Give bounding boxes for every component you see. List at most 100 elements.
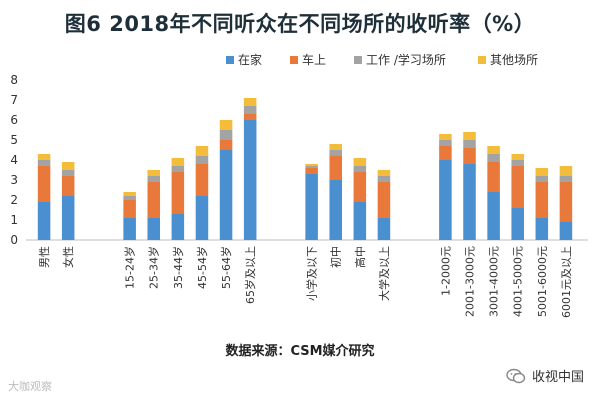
bar-segment <box>329 150 342 156</box>
x-tick-label: 2001-3000元 <box>464 246 477 317</box>
bar-segment <box>511 166 524 208</box>
bar-segment <box>171 214 185 240</box>
legend-label: 在家 <box>238 52 262 67</box>
bar-segment <box>377 176 391 182</box>
bar-segment <box>535 182 549 218</box>
bar-segment <box>219 120 233 130</box>
source-note: 数据来源：CSM媒介研究 <box>225 344 375 359</box>
legend-label: 车上 <box>302 52 326 67</box>
watermark-left-text: 大咖观察 <box>8 380 52 393</box>
bar-segment <box>123 192 136 196</box>
legend-label: 工作 /学习场所 <box>366 52 446 67</box>
bar-segment <box>487 146 500 154</box>
x-tick-label: 4001-5000元 <box>512 246 525 317</box>
x-tick-label: 大学及以上 <box>377 246 391 301</box>
bar-segment <box>305 168 318 174</box>
bar-segment <box>37 154 51 160</box>
bar-segment <box>463 132 476 140</box>
bar-segment <box>123 200 136 218</box>
x-tick-label: 初中 <box>329 246 343 268</box>
y-tick-label: 5 <box>10 133 18 147</box>
legend-swatch <box>226 56 234 64</box>
bar-segment <box>559 222 573 240</box>
x-tick-label: 55-64岁 <box>219 246 233 289</box>
bar-segment <box>147 176 161 182</box>
bar-segment <box>353 202 367 240</box>
bar-segment <box>147 170 161 176</box>
x-tick-label: 15-24岁 <box>123 246 137 289</box>
watermark-left: 大咖观察 <box>8 378 52 394</box>
bar-segment <box>243 114 257 120</box>
bar-segment <box>195 164 209 196</box>
bar-segment <box>439 160 452 240</box>
bar-segment <box>195 196 209 240</box>
y-tick-label: 8 <box>10 73 18 87</box>
bar-segment <box>329 180 342 240</box>
x-tick-label: 高中 <box>353 246 367 268</box>
bar-segment <box>219 150 233 240</box>
bar-segment <box>535 168 549 176</box>
x-tick-label: 男性 <box>37 246 51 268</box>
bar-segment <box>463 140 476 148</box>
bar-segment <box>463 164 476 240</box>
x-tick-label: 65岁及以上 <box>243 246 257 304</box>
bar-segment <box>61 170 75 176</box>
bar-segment <box>353 172 367 202</box>
bar-segment <box>511 208 524 240</box>
bar-segment <box>559 176 573 182</box>
bar-segment <box>439 140 452 146</box>
y-tick-label: 7 <box>10 93 18 107</box>
bar-segment <box>243 98 257 106</box>
x-tick-label: 3001-4000元 <box>488 246 501 317</box>
legend: 在家 车上 工作 /学习场所 其他场所 <box>226 52 538 67</box>
x-tick-label: 5001-6000元 <box>536 246 549 317</box>
bar-segment <box>171 158 185 166</box>
legend-swatch <box>478 56 486 64</box>
y-tick-label: 0 <box>10 233 18 247</box>
bar-segment <box>535 176 549 182</box>
bar-segment <box>353 158 367 166</box>
bar-segment <box>37 166 51 202</box>
x-tick-label: 45-54岁 <box>195 246 209 289</box>
bar-segment <box>377 182 391 218</box>
bar-segment <box>305 174 318 240</box>
bar-segment <box>439 146 452 160</box>
bar-segment <box>195 156 209 164</box>
bar-segment <box>195 146 209 156</box>
bar-segment <box>511 160 524 166</box>
x-tick-label: 1-2000元 <box>439 246 452 296</box>
bar-segment <box>487 154 500 162</box>
watermark-right-text: 收视中国 <box>531 370 584 385</box>
bar-segment <box>171 166 185 172</box>
wechat-icon <box>506 368 526 383</box>
y-tick-label: 4 <box>10 153 18 167</box>
axis-layer: 0 1 2 3 4 5 6 7 8 <box>10 73 588 247</box>
bar-segment <box>535 218 549 240</box>
y-tick-label: 3 <box>10 173 18 187</box>
bar-segment <box>353 166 367 172</box>
legend-swatch <box>290 56 298 64</box>
bar-segment <box>219 130 233 140</box>
bar-segment <box>243 120 257 240</box>
bar-segment <box>219 140 233 150</box>
bar-segment <box>61 162 75 170</box>
y-tick-label: 2 <box>10 193 18 207</box>
bar-segment <box>61 176 75 196</box>
bar-segment <box>439 134 452 140</box>
bar-segment <box>559 166 573 176</box>
bar-segment <box>329 144 342 150</box>
chart-title: 图6 2018年不同听众在不同场所的收听率（%） <box>64 12 536 36</box>
bar-segment <box>123 218 136 240</box>
bar-segment <box>329 156 342 180</box>
bar-segment <box>243 106 257 114</box>
bar-segment <box>559 182 573 222</box>
x-tick-label: 小学及以下 <box>305 246 319 301</box>
bar-segment <box>147 218 161 240</box>
bar-segment <box>147 182 161 218</box>
x-tick-labels: 男性 女性 15-24岁 25-34岁 35-44岁 45-54岁 55-64岁 65岁及以上… <box>37 246 573 318</box>
x-tick-label: 6001元及以上 <box>560 246 573 318</box>
bar-segment <box>511 154 524 160</box>
y-tick-label: 6 <box>10 113 18 127</box>
bar-segment <box>37 160 51 166</box>
